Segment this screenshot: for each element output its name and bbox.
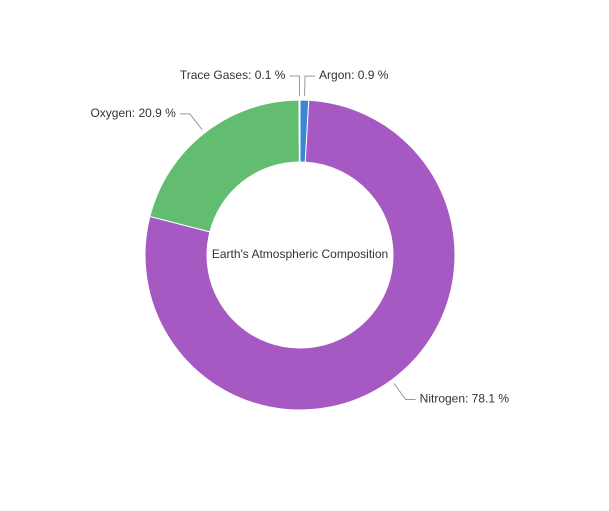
label-nitrogen: Nitrogen: 78.1 % (420, 392, 510, 406)
label-oxygen: Oxygen: 20.9 % (90, 106, 176, 120)
donut-chart: Argon: 0.9 % Nitrogen: 78.1 % Oxygen: 20.9… (0, 0, 609, 511)
label-trace-gases: Trace Gases: 0.1 % (180, 68, 286, 82)
chart-svg: Argon: 0.9 % Nitrogen: 78.1 % Oxygen: 20.9… (0, 0, 609, 511)
label-argon: Argon: 0.9 % (319, 68, 389, 82)
center-title: Earth's Atmospheric Composition (212, 247, 388, 261)
slice-trace-gases (299, 100, 300, 162)
